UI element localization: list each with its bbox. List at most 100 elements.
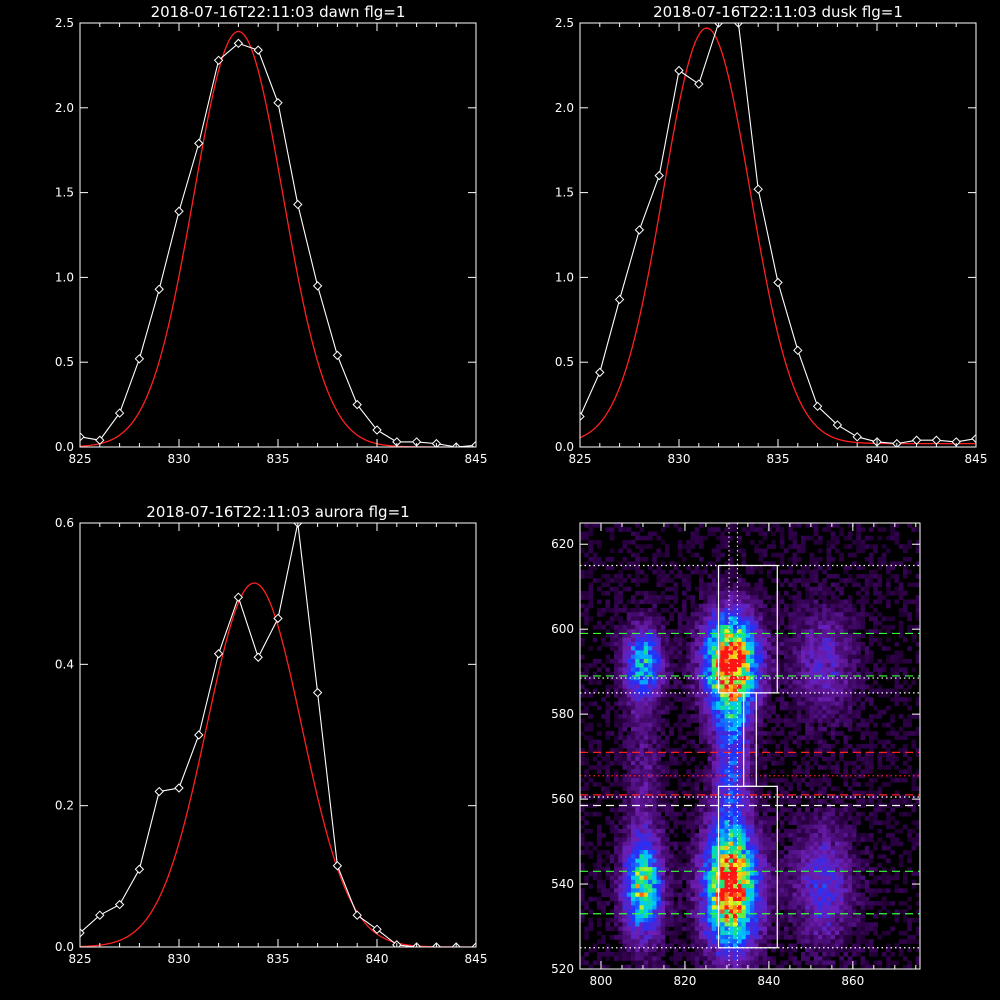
- data-point: [753, 184, 763, 194]
- heatmap-cell: [724, 612, 730, 617]
- heatmap-cell: [805, 565, 810, 571]
- heatmap-cell: [847, 743, 853, 749]
- heatmap-cell: [903, 565, 908, 571]
- heatmap-cell: [758, 820, 764, 825]
- heatmap-cell: [682, 603, 687, 609]
- data-point: [352, 399, 362, 410]
- heatmap-cell: [724, 756, 730, 762]
- heatmap-cell: [890, 565, 895, 571]
- heatmap-cell: [813, 705, 819, 711]
- heatmap-cell: [903, 850, 908, 855]
- heatmap-cell: [750, 590, 755, 596]
- heatmap-cell: [818, 680, 823, 685]
- heatmap-cell: [911, 743, 917, 749]
- heatmap-cell: [703, 633, 708, 639]
- heatmap-cell: [771, 858, 776, 864]
- heatmap-cell: [699, 799, 704, 804]
- heatmap-cell: [635, 854, 640, 859]
- heatmap-cell: [618, 650, 623, 656]
- heatmap-cell: [852, 578, 857, 583]
- heatmap-cell: [758, 862, 764, 868]
- heatmap-cell: [745, 803, 751, 808]
- heatmap-cell: [686, 684, 691, 690]
- heatmap-cell: [796, 556, 802, 562]
- heatmap-cell: [852, 637, 857, 643]
- heatmap-cell: [877, 595, 883, 600]
- heatmap-cell: [652, 692, 657, 698]
- heatmap-cell: [856, 752, 861, 758]
- data-point: [832, 420, 843, 430]
- heatmap-cell: [724, 675, 730, 681]
- heatmap-cell: [818, 590, 823, 596]
- heatmap-cell: [724, 769, 730, 775]
- heatmap-cell: [626, 794, 632, 800]
- heatmap-cell: [843, 544, 849, 549]
- heatmap-cell: [597, 722, 602, 728]
- heatmap-cell: [622, 794, 628, 800]
- heatmap-cell: [648, 718, 653, 724]
- heatmap-cell: [813, 756, 819, 762]
- heatmap-cell: [639, 569, 645, 575]
- heatmap-cell: [750, 599, 755, 605]
- heatmap-cell: [665, 811, 670, 817]
- heatmap-cell: [609, 705, 615, 711]
- heatmap-cell: [699, 760, 704, 766]
- heatmap-cell: [652, 807, 657, 813]
- heatmap-cell: [911, 807, 917, 813]
- heatmap-cell: [711, 748, 717, 753]
- heatmap-cell: [843, 701, 849, 707]
- heatmap-cell: [694, 684, 700, 690]
- heatmap-cell: [886, 871, 891, 876]
- heatmap-cell: [588, 582, 594, 588]
- heatmap-cell: [686, 739, 691, 745]
- heatmap-cell: [631, 867, 636, 872]
- heatmap-cell: [677, 867, 683, 872]
- heatmap-cell: [877, 854, 883, 859]
- heatmap-cell: [754, 858, 759, 864]
- heatmap-cell: [784, 650, 789, 656]
- heatmap-cell: [741, 556, 747, 562]
- heatmap-cell: [809, 650, 815, 656]
- heatmap-cell: [648, 658, 653, 664]
- heatmap-cell: [669, 748, 674, 753]
- heatmap-cell: [869, 582, 874, 588]
- heatmap-cell: [813, 675, 819, 681]
- heatmap-cell: [847, 641, 853, 647]
- heatmap-cell: [809, 820, 815, 825]
- heatmap-cell: [856, 692, 861, 698]
- heatmap-cell: [656, 620, 662, 626]
- heatmap-cell: [881, 544, 887, 549]
- heatmap-cell: [843, 629, 849, 634]
- heatmap-cell: [741, 820, 747, 825]
- heatmap-cell: [626, 799, 632, 804]
- heatmap-cell: [694, 790, 700, 796]
- heatmap-cell: [614, 573, 619, 579]
- heatmap-cell: [652, 531, 657, 537]
- heatmap-cell: [665, 845, 670, 851]
- heatmap-cell: [779, 561, 785, 566]
- heatmap-cell: [784, 858, 789, 864]
- heatmap-cell: [733, 756, 738, 762]
- heatmap-cell: [771, 688, 776, 694]
- heatmap-cell: [839, 688, 844, 694]
- heatmap-cell: [847, 616, 853, 622]
- heatmap-cell: [792, 688, 798, 694]
- heatmap-cell: [626, 663, 632, 668]
- heatmap-cell: [652, 722, 657, 728]
- heatmap-cell: [741, 658, 747, 664]
- heatmap-cell: [733, 641, 738, 647]
- y-tick-label: 2.5: [555, 16, 574, 30]
- heatmap-cell: [813, 671, 819, 677]
- heatmap-cell: [601, 879, 606, 885]
- heatmap-cell: [762, 837, 768, 842]
- heatmap-cell: [665, 654, 670, 660]
- heatmap-cell: [890, 743, 895, 749]
- heatmap-cell: [618, 782, 623, 787]
- heatmap-cell: [767, 561, 772, 566]
- heatmap-cell: [643, 535, 649, 541]
- heatmap-cell: [741, 586, 747, 592]
- heatmap-cell: [830, 705, 836, 711]
- heatmap-cell: [835, 539, 840, 545]
- heatmap-cell: [707, 794, 713, 800]
- heatmap-cell: [716, 756, 721, 762]
